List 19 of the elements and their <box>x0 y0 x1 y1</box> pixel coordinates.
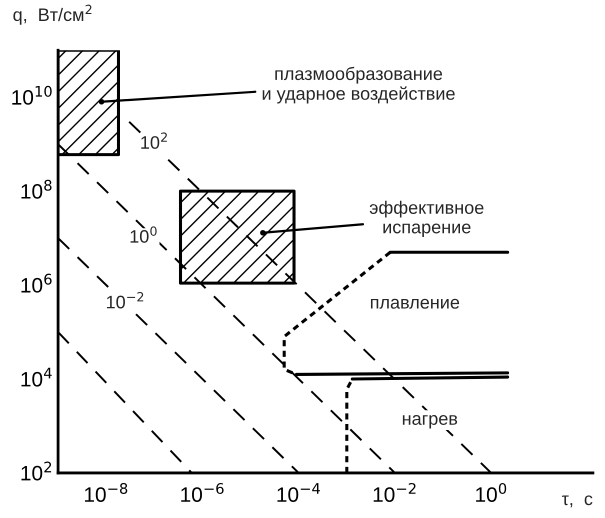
annotation: 10$^{−2}$ <box>106 292 144 308</box>
annotation: нагрев <box>402 415 458 429</box>
annotation: 10$^{0}$ <box>130 226 157 243</box>
y-axis-title: q, Вт/см$^{2}$ <box>13 4 92 25</box>
x-tick-label: 10$^{−4}$ <box>277 483 320 502</box>
x-tick-label: 10$^{0}$ <box>476 482 506 502</box>
y-tick-label: 10$^{8}$ <box>21 180 52 199</box>
annotation: плазмообразование и ударное воздействие <box>262 66 455 104</box>
y-tick-label: 10$^{2}$ <box>21 462 52 481</box>
x-axis-title: τ, с <box>562 495 592 508</box>
y-tick-label: 10$^{4}$ <box>21 368 52 387</box>
annotation: эффективное испарение <box>370 200 484 238</box>
annotation: 10$^{2}$ <box>141 132 167 149</box>
annotation: плавление <box>370 298 460 309</box>
x-tick-label: 10$^{−2}$ <box>374 482 416 502</box>
x-tick-label: 10$^{−6}$ <box>181 482 224 502</box>
y-tick-label: 10$^{6}$ <box>21 274 52 293</box>
x-tick-label: 10$^{−8}$ <box>84 482 128 502</box>
y-tick-label: 10$^{10}$ <box>12 86 52 105</box>
